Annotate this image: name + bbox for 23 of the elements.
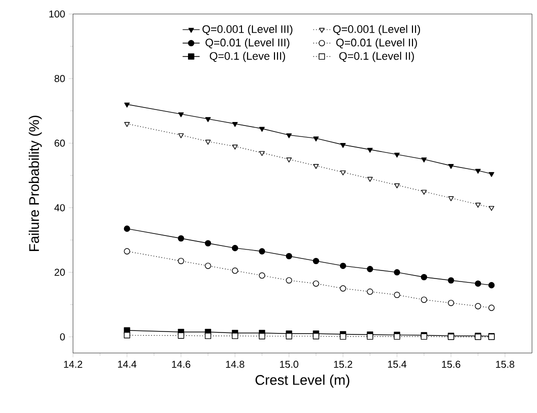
x-axis-title: Crest Level (m) [256,374,350,388]
x-tick-label: 14.4 [118,360,136,368]
legend-label: Q=0.1 (Level II) [339,52,414,62]
y-tick-label: 20 [54,268,65,276]
legend-label: Q=0.01 (Level II) [336,38,417,49]
x-tick-label: 15.4 [388,360,406,368]
x-tick-label: 15.6 [442,360,460,368]
legend-label: Q=0.1 (Leve III) [210,52,286,62]
x-tick-label: 14.6 [172,360,190,368]
x-tick-label: 14.8 [226,360,244,368]
y-tick-label: 60 [54,140,65,147]
y-tick-label: 80 [54,75,65,82]
y-tick-label: 100 [49,10,65,18]
legend-label: Q=0.001 (Level III) [202,24,292,36]
legend-label: Q=0.001 (Level II) [333,24,420,36]
x-tick-label: 14.2 [64,360,82,368]
y-tick-label: 0 [60,333,65,340]
x-tick-label: 15.8 [496,360,514,368]
y-axis-title: Failure Probability (%) [28,116,42,251]
x-tick-label: 15.0 [280,360,298,368]
legend-label: Q=0.01 (Level III) [206,38,290,49]
x-tick-label: 15.2 [334,360,352,368]
y-tick-label: 40 [54,204,65,212]
